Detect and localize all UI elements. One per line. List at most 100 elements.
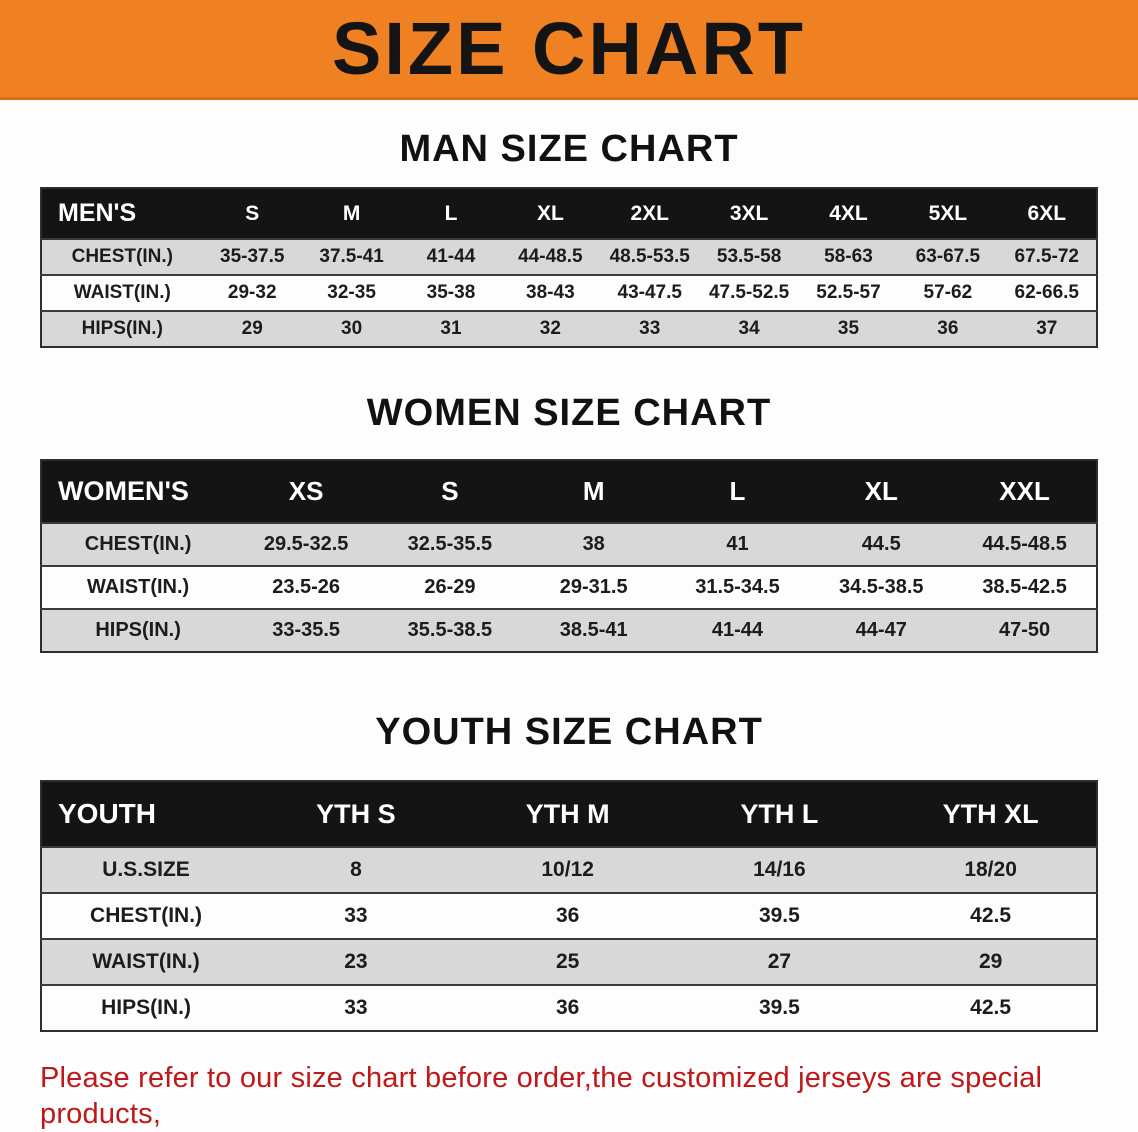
table-cell: 26-29 [424, 576, 476, 598]
table-cell: 33 [639, 318, 661, 339]
table-cell: 35 [837, 318, 860, 339]
row-label: CHEST(IN.) [71, 246, 173, 267]
row-label: HIPS(IN.) [95, 619, 181, 641]
table-cell: 30 [341, 318, 363, 339]
table-cell: 36 [555, 996, 580, 1019]
table-cell: 41-44 [426, 246, 476, 267]
table-cell: 67.5-72 [1014, 246, 1079, 267]
table-cell: 31.5-34.5 [695, 576, 780, 598]
table-cell: 14/16 [753, 858, 806, 881]
table-cell: 32 [539, 318, 561, 339]
column-header: L [444, 201, 458, 225]
table-cell: 34.5-38.5 [838, 576, 924, 598]
header-row: WOMEN'S XS S M L XL XXL [41, 460, 1097, 523]
men-section-heading: MAN SIZE CHART [399, 128, 739, 170]
disclaimer: Please refer to our size chart before or… [40, 1060, 1138, 1132]
table-cell: 41 [726, 533, 749, 555]
table-cell: 23 [344, 950, 368, 973]
table-cell: 57-62 [923, 282, 973, 303]
column-header: M [582, 476, 605, 506]
table-cell: 32-35 [327, 282, 376, 303]
table-cell: 29.5-32.5 [263, 533, 349, 555]
table-cell: 10/12 [541, 858, 594, 881]
table-cell: 29 [978, 950, 1003, 973]
table-cell: 53.5-58 [716, 246, 782, 267]
table-cell: 58-63 [824, 246, 873, 267]
table-cell: 35-37.5 [220, 246, 285, 267]
column-header: XL [864, 476, 898, 506]
table-cell: 33 [344, 996, 368, 1019]
table-cell: 39.5 [758, 996, 800, 1019]
header-row: YOUTH YTH S YTH M YTH L YTH XL [41, 781, 1097, 847]
row-label: CHEST(IN.) [84, 533, 192, 555]
table-cell: 52.5-57 [816, 282, 881, 303]
table-cell: 63-67.5 [915, 246, 981, 267]
table-cell: 29-31.5 [559, 576, 628, 598]
table-row: WAIST(IN.) 23.5-26 26-29 29-31.5 31.5-34.5 34… [41, 566, 1097, 609]
row-label: WAIST(IN.) [87, 576, 190, 598]
column-header: L [729, 476, 746, 506]
table-cell: 62-66.5 [1014, 282, 1079, 303]
men-size-table: MEN'S S M L XL 2XL 3XL 4XL 5XL 6XL CHEST(IN.) 35-37… [40, 187, 1098, 348]
table-cell: 35-38 [426, 282, 476, 303]
table-cell: 38 [582, 533, 605, 555]
table-cell: 31 [440, 318, 462, 339]
table-cell: 18/20 [964, 858, 1017, 881]
table-cell: 39.5 [758, 904, 800, 927]
row-label: WAIST(IN.) [73, 282, 171, 303]
column-header: S [441, 476, 459, 506]
table-cell: 47.5-52.5 [708, 282, 790, 303]
table-cell: 42.5 [970, 996, 1012, 1019]
column-header: 2XL [630, 201, 669, 225]
disclaimer-line-1: Please refer to our size chart before or… [40, 1062, 1043, 1131]
table-group-label: YOUTH [58, 798, 156, 829]
table-row: WAIST(IN.) 29-32 32-35 35-38 38-43 43-47.5 47.… [41, 275, 1097, 311]
table-cell: 36 [555, 904, 580, 927]
table-cell: 47-50 [998, 619, 1051, 641]
column-header: YTH M [525, 798, 610, 829]
table-cell: 48.5-53.5 [609, 246, 690, 267]
table-cell: 27 [767, 950, 792, 973]
header-row: MEN'S S M L XL 2XL 3XL 4XL 5XL 6XL [41, 188, 1097, 239]
column-header: 3XL [729, 201, 769, 225]
youth-section: YOUTH SIZE CHART YOUTH YTH S YTH M YTH L YTH… [0, 711, 1138, 1032]
table-cell: 37.5-41 [319, 246, 384, 267]
women-section: WOMEN SIZE CHART WOMEN'S XS S M L XL XXL CHEST(… [0, 392, 1138, 653]
table-row: CHEST(IN.) 35-37.5 37.5-41 41-44 44-48.5 48.5… [41, 239, 1097, 275]
table-cell: 33-35.5 [272, 619, 341, 641]
table-group-label: MEN'S [58, 199, 137, 227]
table-row: CHEST(IN.) 29.5-32.5 32.5-35.5 38 41 44.5 44.5… [41, 523, 1097, 566]
table-cell: 8 [350, 858, 362, 881]
row-label: WAIST(IN.) [92, 950, 200, 973]
column-header: XXL [999, 476, 1050, 506]
table-cell: 44.5-48.5 [982, 533, 1067, 555]
column-header: YTH S [316, 798, 396, 829]
banner: SIZE CHART [0, 0, 1138, 100]
table-cell: 33 [344, 904, 368, 927]
column-header: 4XL [829, 201, 868, 225]
column-header: M [342, 201, 361, 225]
table-cell: 43-47.5 [617, 282, 682, 303]
table-group-label: WOMEN'S [58, 476, 189, 506]
column-header: YTH L [740, 798, 819, 829]
table-cell: 42.5 [970, 904, 1012, 927]
youth-section-heading: YOUTH SIZE CHART [375, 711, 763, 753]
table-cell: 38.5-41 [559, 619, 628, 641]
men-section: MAN SIZE CHART MEN'S S M L XL 2XL 3XL 4XL 5XL 6XL… [0, 128, 1138, 348]
table-row: U.S.SIZE 8 10/12 14/16 18/20 [41, 847, 1097, 893]
table-cell: 37 [1036, 318, 1058, 339]
women-size-table: WOMEN'S XS S M L XL XXL CHEST(IN.) 29.5-32.5 32.5… [40, 459, 1098, 653]
youth-size-table: YOUTH YTH S YTH M YTH L YTH XL U.S.SIZE 8 10/12… [40, 780, 1098, 1032]
table-cell: 29-32 [227, 282, 277, 303]
table-cell: 38.5-42.5 [982, 576, 1067, 598]
table-row: HIPS(IN.) 29 30 31 32 33 34 35 36 37 [41, 311, 1097, 347]
column-header: XS [288, 476, 324, 506]
column-header: YTH XL [942, 798, 1039, 829]
row-label: HIPS(IN.) [81, 318, 163, 339]
table-cell: 32.5-35.5 [407, 533, 493, 555]
table-cell: 34 [738, 318, 760, 339]
table-cell: 36 [937, 318, 959, 339]
column-header: 6XL [1027, 201, 1067, 225]
row-label: CHEST(IN.) [90, 904, 203, 927]
